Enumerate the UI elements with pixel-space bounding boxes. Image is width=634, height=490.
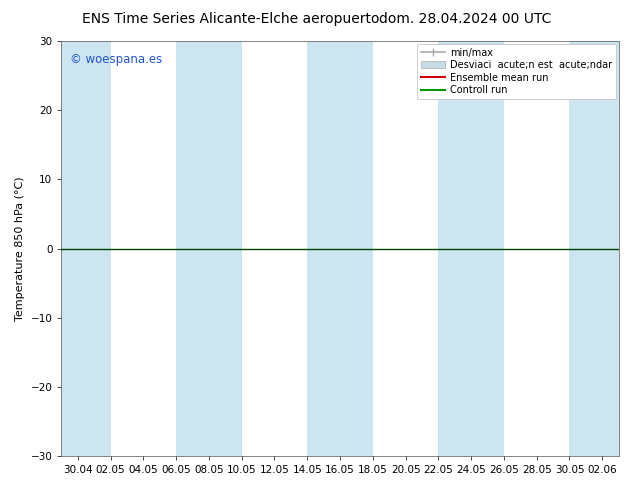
Bar [438,41,504,456]
Y-axis label: Temperature 850 hPa (°C): Temperature 850 hPa (°C) [15,176,25,321]
Text: dom. 28.04.2024 00 UTC: dom. 28.04.2024 00 UTC [379,12,552,26]
Bar [307,41,373,456]
Text: © woespana.es: © woespana.es [70,53,162,67]
Legend: min/max, Desviaci  acute;n est  acute;ndar, Ensemble mean run, Controll run: min/max, Desviaci acute;n est acute;ndar… [417,44,616,99]
Bar [569,41,634,456]
Text: ENS Time Series Alicante-Elche aeropuerto: ENS Time Series Alicante-Elche aeropuert… [82,12,380,26]
Bar [176,41,242,456]
Bar [45,41,110,456]
